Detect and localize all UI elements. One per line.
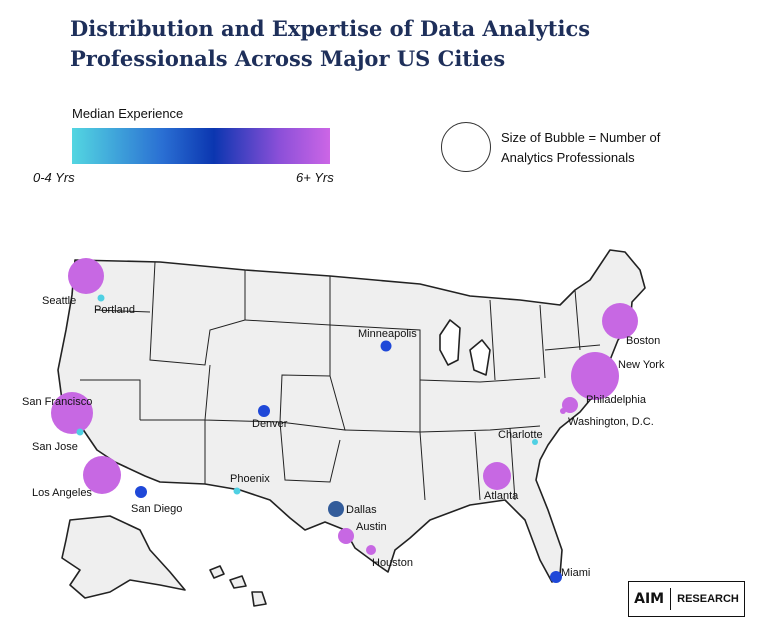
size-legend-circle [441, 122, 491, 172]
city-bubble-portland [97, 294, 105, 302]
city-bubble-san-diego [135, 486, 147, 498]
city-label-dallas: Dallas [346, 504, 377, 516]
color-legend-label: Median Experience [72, 106, 184, 121]
city-label-minneapolis: Minneapolis [358, 328, 417, 340]
city-label-seattle: Seattle [42, 295, 76, 307]
city-label-new-york: New York [618, 359, 665, 371]
city-label-denver: Denver [252, 418, 288, 430]
color-gradient-bar [72, 128, 330, 164]
city-label-san-francisco: San Francisco [22, 396, 92, 408]
city-label-los-angeles: Los Angeles [32, 487, 92, 499]
aim-research-logo: AIM RESEARCH [628, 581, 745, 617]
city-bubble-denver [258, 405, 270, 417]
research-label: RESEARCH [677, 593, 739, 605]
city-label-austin: Austin [356, 521, 387, 533]
city-label-phoenix: Phoenix [230, 473, 270, 485]
city-label-boston: Boston [626, 335, 660, 347]
city-bubble-minneapolis [380, 340, 392, 352]
logo-divider [670, 588, 672, 610]
city-bubble-miami [550, 571, 562, 583]
aim-logo: AIM [634, 591, 665, 607]
city-label-houston: Houston [372, 557, 413, 569]
city-bubble-san-jose [76, 428, 84, 436]
city-label-washington-dc: Washington, D.C. [568, 416, 654, 428]
city-bubble-austin [338, 528, 354, 544]
us-map [57, 249, 646, 607]
city-bubble-san-francisco [51, 392, 93, 434]
city-label-philadelphia: Philadelphia [586, 394, 647, 406]
city-bubble-dallas [328, 501, 344, 517]
city-label-san-diego: San Diego [131, 503, 182, 515]
city-bubble-boston [602, 303, 638, 339]
color-legend-max: 6+ Yrs [296, 170, 334, 185]
city-bubble-atlanta [483, 462, 511, 490]
city-bubble-los-angeles [83, 456, 121, 494]
state-borders [80, 261, 601, 501]
city-label-san-jose: San Jose [32, 441, 78, 453]
size-legend-label: Size of Bubble = Number of Analytics Pro… [501, 130, 661, 165]
city-label-charlotte: Charlotte [498, 429, 543, 441]
city-bubble-houston [366, 545, 376, 555]
chart-title: Distribution and Expertise of Data Analy… [70, 16, 591, 71]
city-bubble-washington-dc [560, 408, 566, 414]
city-label-portland: Portland [94, 304, 135, 316]
city-bubble-seattle [68, 258, 104, 294]
color-legend-min: 0-4 Yrs [33, 170, 75, 185]
city-bubble-new-york [571, 352, 619, 400]
city-bubble-philadelphia [562, 397, 578, 413]
city-label-atlanta: Atlanta [484, 490, 519, 502]
city-bubble-phoenix [233, 487, 241, 495]
city-bubble-charlotte [532, 439, 538, 445]
us-outline [57, 249, 646, 607]
city-label-miami: Miami [561, 567, 590, 579]
